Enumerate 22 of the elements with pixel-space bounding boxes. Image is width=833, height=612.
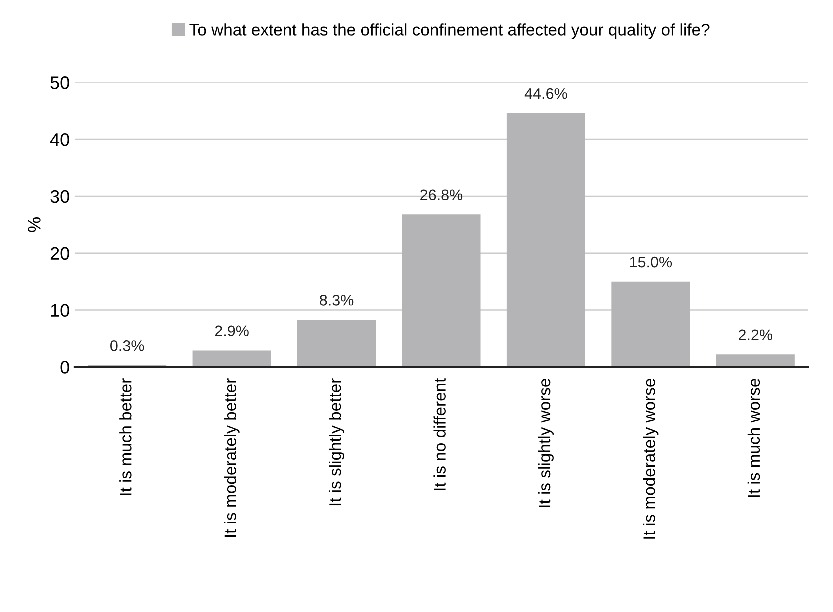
x-tick-label: It is moderately better: [224, 378, 240, 538]
legend-label: To what extent has the official confinement affected your quality of life?: [190, 24, 710, 40]
data-label: 8.3%: [320, 295, 354, 306]
x-tick-label: It is no different: [434, 378, 446, 490]
data-label: 0.3%: [110, 340, 144, 352]
data-label: 2.2%: [739, 330, 773, 340]
data-label: 2.9%: [215, 326, 249, 337]
data-label: 44.6%: [524, 88, 568, 100]
x-tick-label: It is much worse: [748, 379, 760, 498]
data-label: 26.8%: [420, 190, 463, 201]
y-tick-label: 40: [50, 133, 70, 146]
x-tick-label: It is slightly worse: [538, 379, 554, 508]
y-tick-label: 20: [50, 247, 70, 260]
x-tick-label: It is moderately worse: [643, 379, 659, 539]
y-tick-label: 50: [50, 76, 70, 90]
y-tick-label: 30: [50, 190, 70, 204]
y-tick-label: 10: [51, 304, 70, 318]
y-axis-title: %: [28, 218, 41, 232]
x-tick-label: It is slightly better: [329, 378, 345, 506]
x-tick-label: It is much better: [120, 378, 132, 496]
y-tick-label: 0: [60, 361, 70, 374]
data-label: 15.0%: [630, 256, 672, 268]
